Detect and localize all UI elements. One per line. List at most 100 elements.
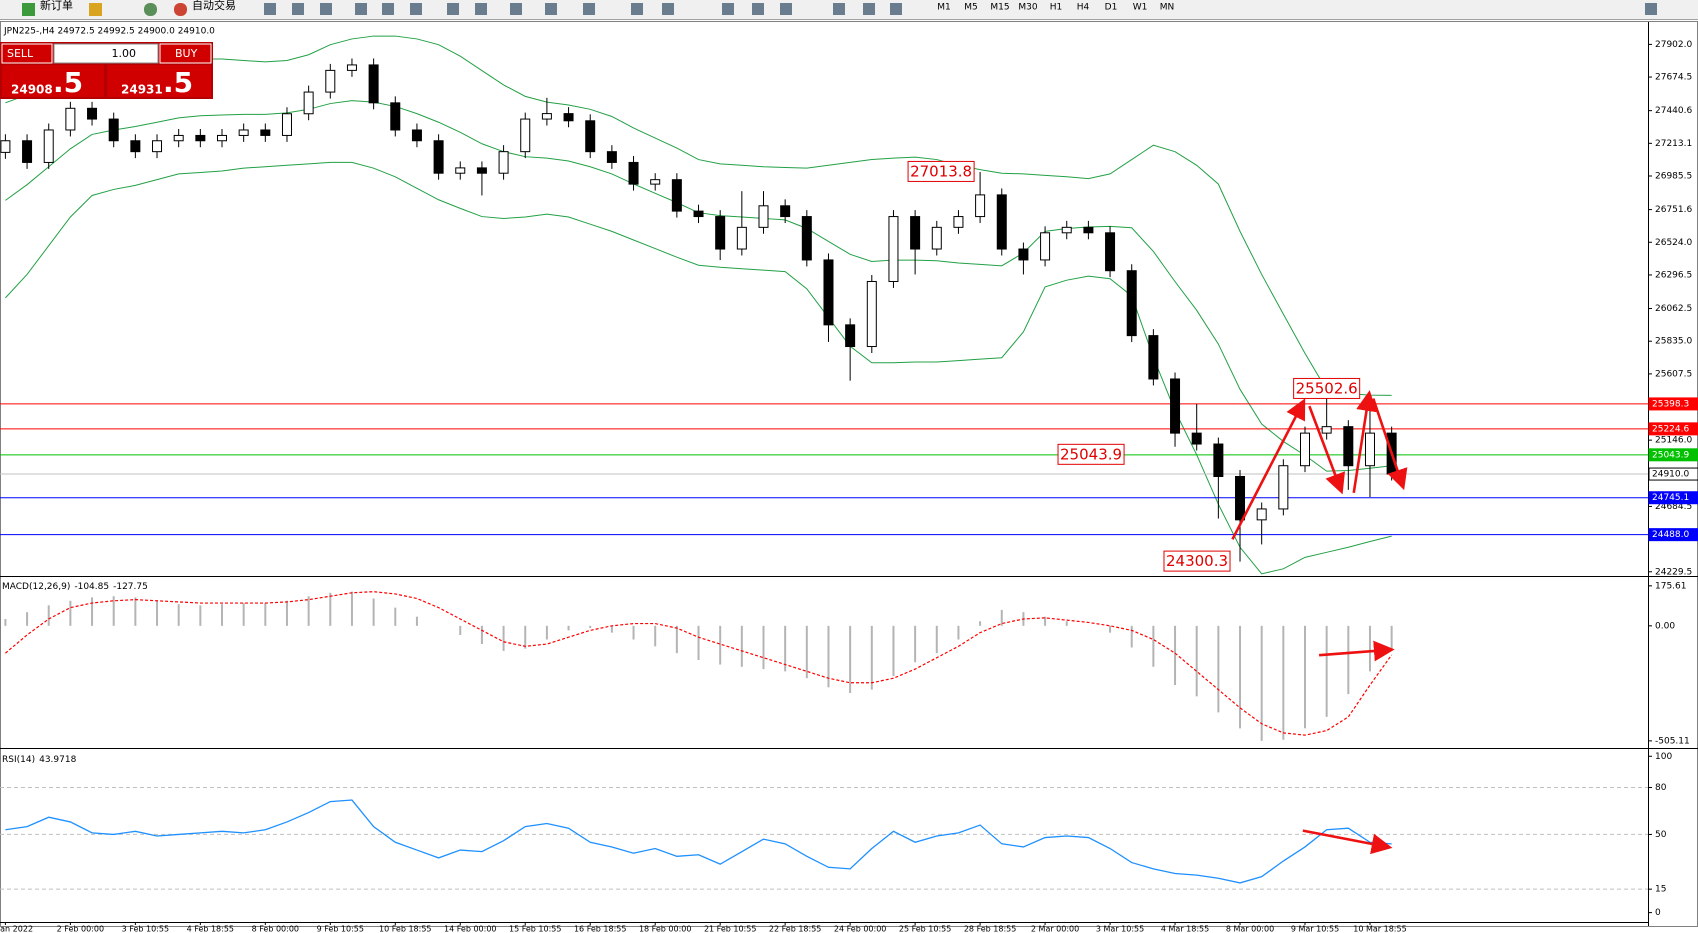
buy-button[interactable] [159, 43, 212, 64]
candle-body [108, 118, 119, 142]
tool-icon[interactable] [583, 3, 595, 15]
tool-icon[interactable] [264, 3, 276, 15]
tool-icon[interactable] [292, 3, 304, 15]
tool-icon[interactable] [752, 3, 764, 15]
timeframe-button[interactable]: M15 [990, 3, 1009, 13]
search-icon[interactable] [1645, 3, 1657, 15]
price-label: 24910.0 [1652, 470, 1689, 480]
x-tick-label: 15 Feb 10:55 [509, 925, 561, 933]
price-label: 25224.6 [1652, 424, 1689, 434]
tool-icon[interactable] [475, 3, 487, 15]
timeframe-button[interactable]: H4 [1077, 3, 1090, 13]
candle-body [325, 69, 336, 93]
tool-icon[interactable] [890, 3, 902, 15]
sell-label[interactable]: SELL [7, 47, 34, 60]
candle-body [476, 167, 487, 174]
tool-icon[interactable] [510, 3, 522, 15]
timeframe-button[interactable]: MN [1160, 3, 1175, 13]
y-tick-label: 0 [1655, 908, 1661, 918]
buy-price-box[interactable] [107, 65, 211, 97]
candle-body [195, 134, 206, 142]
candle-body [1105, 232, 1116, 272]
x-tick-label: 2 Feb 00:00 [57, 925, 104, 933]
candle-body [823, 259, 834, 326]
timeframe-button[interactable]: W1 [1133, 3, 1148, 13]
candle-body [152, 140, 163, 153]
annotation-box [907, 160, 975, 182]
tool-icon[interactable] [447, 3, 459, 15]
arrow [1372, 398, 1408, 491]
macd-histogram-value: -104.85 [74, 582, 109, 592]
price-label-box [1648, 528, 1698, 542]
candle-body [650, 179, 661, 185]
y-tick-label: 175.61 [1655, 581, 1687, 591]
buy-price[interactable]: 24931 [121, 83, 163, 97]
rsi-line [5, 799, 1392, 884]
candle-body [563, 113, 574, 122]
price-label-box [1648, 491, 1698, 505]
timeframe-button[interactable]: M30 [1018, 3, 1037, 13]
tool-icon[interactable] [863, 3, 875, 15]
candle-body [1278, 465, 1289, 510]
tool-icon[interactable] [722, 3, 734, 15]
sell-price[interactable]: 24908 [11, 83, 53, 97]
tool-icon[interactable] [320, 3, 332, 15]
toolbar [0, 0, 1698, 19]
candle-body [87, 107, 98, 120]
toolbar-icon[interactable] [89, 3, 102, 16]
one-click-trading: SELL 1.00 BUY 24908 .5 24931 .5 [0, 42, 213, 99]
auto-trading-icon[interactable] [174, 3, 187, 16]
x-tick-label: 8 Mar 00:00 [1226, 925, 1274, 933]
timeframe-button[interactable]: D1 [1105, 3, 1118, 13]
x-tick-label: 16 Feb 18:55 [574, 925, 626, 933]
candle-body [1213, 443, 1224, 477]
x-tick-label: 8 Feb 00:00 [252, 925, 299, 933]
tool-icon[interactable] [355, 3, 367, 15]
candle-body [888, 216, 899, 282]
x-tick-label: 4 Feb 18:55 [187, 925, 234, 933]
x-tick-label: 9 Feb 10:55 [317, 925, 364, 933]
timeframe-button[interactable]: M5 [964, 3, 978, 13]
price-annotation: 27013.8 [910, 162, 972, 180]
y-tick-label: 26296.5 [1655, 270, 1692, 280]
drawn-arrows [1231, 390, 1408, 855]
tool-icon[interactable] [382, 3, 394, 15]
toolbar-icon[interactable] [144, 3, 157, 16]
candle-body [996, 194, 1007, 250]
tool-icon[interactable] [833, 3, 845, 15]
x-tick-label: 18 Feb 00:00 [639, 925, 691, 933]
timeframe-button[interactable]: M1 [937, 3, 951, 13]
sell-price-fraction[interactable]: .5 [53, 66, 83, 99]
arrow [1231, 398, 1306, 540]
sell-button[interactable] [1, 43, 53, 64]
tool-icon[interactable] [662, 3, 674, 15]
x-tick-label: 3 Feb 10:55 [122, 925, 169, 933]
candle-body [866, 280, 877, 348]
x-tick-label: 9 Mar 10:55 [1291, 925, 1339, 933]
auto-trading-button[interactable]: 自动交易 [192, 0, 236, 12]
volume-value[interactable]: 1.00 [112, 47, 137, 60]
candle-body [130, 140, 141, 153]
price-label: 24488.0 [1652, 530, 1689, 540]
x-tick-label: 14 Feb 00:00 [444, 925, 496, 933]
new-order-button[interactable]: 新订单 [40, 0, 73, 12]
candle-body [433, 140, 444, 174]
timeframe-button[interactable]: H1 [1050, 3, 1063, 13]
y-tick-label: -505.11 [1655, 736, 1690, 746]
volume-input[interactable] [53, 43, 159, 64]
y-tick-label: 27674.5 [1655, 73, 1692, 83]
tool-icon[interactable] [780, 3, 792, 15]
tool-icon[interactable] [545, 3, 557, 15]
y-tick-label: 25607.5 [1655, 369, 1692, 379]
new-order-icon[interactable] [22, 3, 35, 16]
candle-body [801, 216, 812, 261]
buy-label[interactable]: BUY [175, 47, 198, 60]
tool-icon[interactable] [631, 3, 643, 15]
sell-price-box[interactable] [2, 65, 104, 97]
price-label-box [1648, 422, 1698, 436]
candle-body [1343, 426, 1354, 467]
candle-body [693, 210, 704, 218]
tool-icon[interactable] [410, 3, 422, 15]
buy-price-fraction[interactable]: .5 [163, 66, 193, 99]
